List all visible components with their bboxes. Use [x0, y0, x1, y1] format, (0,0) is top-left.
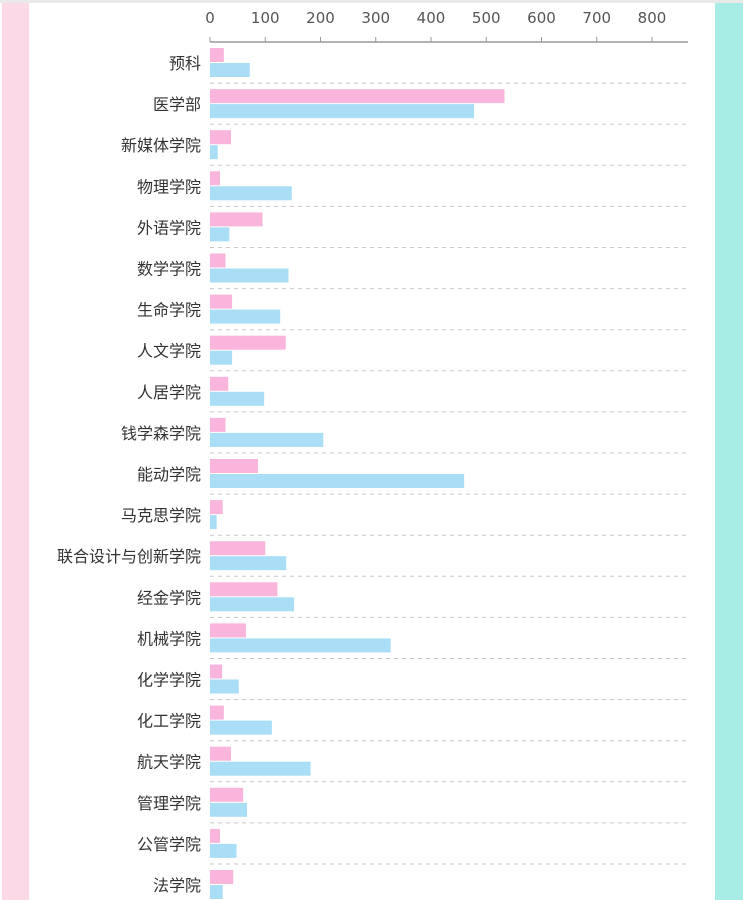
bar-series-1 [210, 664, 223, 679]
bar-series-2 [210, 556, 287, 571]
bar-series-2 [210, 761, 311, 776]
bar-series-2 [210, 679, 239, 694]
bar-series-1 [210, 376, 229, 391]
bar-series-1 [210, 89, 505, 104]
category-label: 化学学院 [137, 671, 201, 690]
bar-series-2 [210, 309, 281, 324]
bar-series-2 [210, 350, 233, 365]
category-label: 数学学院 [137, 260, 201, 279]
top-border [0, 0, 743, 3]
category-label: 化工学院 [137, 712, 201, 731]
bar-series-1 [210, 417, 226, 432]
category-label: 预科 [169, 54, 201, 73]
category-label: 马克思学院 [121, 506, 201, 525]
bar-series-1 [210, 253, 226, 268]
bar-series-1 [210, 582, 278, 597]
x-tick-label: 600 [527, 9, 556, 27]
bar-series-2 [210, 227, 230, 242]
x-tick-label: 800 [638, 9, 667, 27]
bar-series-2 [210, 104, 475, 119]
bar-series-2 [210, 145, 218, 160]
category-label: 生命学院 [137, 301, 201, 320]
bar-series-2 [210, 432, 324, 447]
bar-series-1 [210, 870, 234, 884]
x-tick-label: 0 [205, 9, 215, 27]
bar-series-1 [210, 48, 224, 62]
category-label: 钱学森学院 [121, 424, 201, 443]
right-decor-panel [715, 3, 743, 900]
bar-series-1 [210, 459, 259, 473]
category-label: 外语学院 [137, 218, 201, 237]
category-labels: 预科医学部新媒体学院物理学院外语学院数学学院生命学院人文学院人居学院钱学森学院能… [57, 54, 201, 895]
category-label: 机械学院 [137, 629, 201, 648]
x-tick-label: 100 [251, 9, 280, 27]
x-tick-label: 400 [417, 9, 446, 27]
bar-series-1 [210, 541, 266, 556]
bar-series-2 [210, 720, 272, 735]
x-tick-label: 200 [306, 9, 335, 27]
bar-series-2 [210, 515, 217, 530]
bar-series-2 [210, 885, 223, 899]
bar-series-2 [210, 802, 248, 817]
category-label: 联合设计与创新学院 [57, 547, 201, 566]
category-label: 公管学院 [137, 835, 201, 854]
bar-series-2 [210, 186, 292, 201]
x-tick-label: 500 [472, 9, 501, 27]
bar-series-2 [210, 638, 391, 653]
x-tick-label: 700 [582, 9, 611, 27]
bar-series-1 [210, 171, 220, 186]
bar-series-2 [210, 474, 465, 488]
category-label: 法学院 [153, 876, 201, 895]
bar-series-1 [210, 828, 220, 843]
bar-series-1 [210, 746, 231, 761]
bar-series-1 [210, 130, 231, 145]
bar-series-1 [210, 335, 286, 350]
bar-series-2 [210, 391, 265, 406]
category-label: 医学部 [153, 95, 201, 114]
category-label: 经金学院 [137, 588, 201, 607]
x-tick-label: 300 [361, 9, 390, 27]
bar-series-1 [210, 623, 246, 638]
bar-series-1 [210, 705, 224, 720]
x-axis: 0 100 200 300 400 500 600 700 800 [205, 9, 688, 43]
bar-series-2 [210, 843, 237, 858]
category-label: 物理学院 [137, 177, 201, 196]
category-label: 人文学院 [137, 342, 201, 361]
category-label: 管理学院 [137, 794, 201, 813]
bar-series-1 [210, 294, 233, 309]
bar-series-1 [210, 787, 244, 802]
category-label: 能动学院 [137, 465, 201, 484]
bars [210, 48, 505, 899]
left-decor-panel [2, 3, 29, 900]
category-label: 新媒体学院 [121, 136, 201, 155]
category-label: 航天学院 [137, 753, 201, 772]
bar-series-2 [210, 268, 289, 283]
bar-series-2 [210, 63, 250, 77]
category-label: 人居学院 [137, 383, 201, 402]
bar-series-2 [210, 597, 294, 612]
bar-series-1 [210, 500, 223, 515]
bar-series-1 [210, 212, 263, 227]
